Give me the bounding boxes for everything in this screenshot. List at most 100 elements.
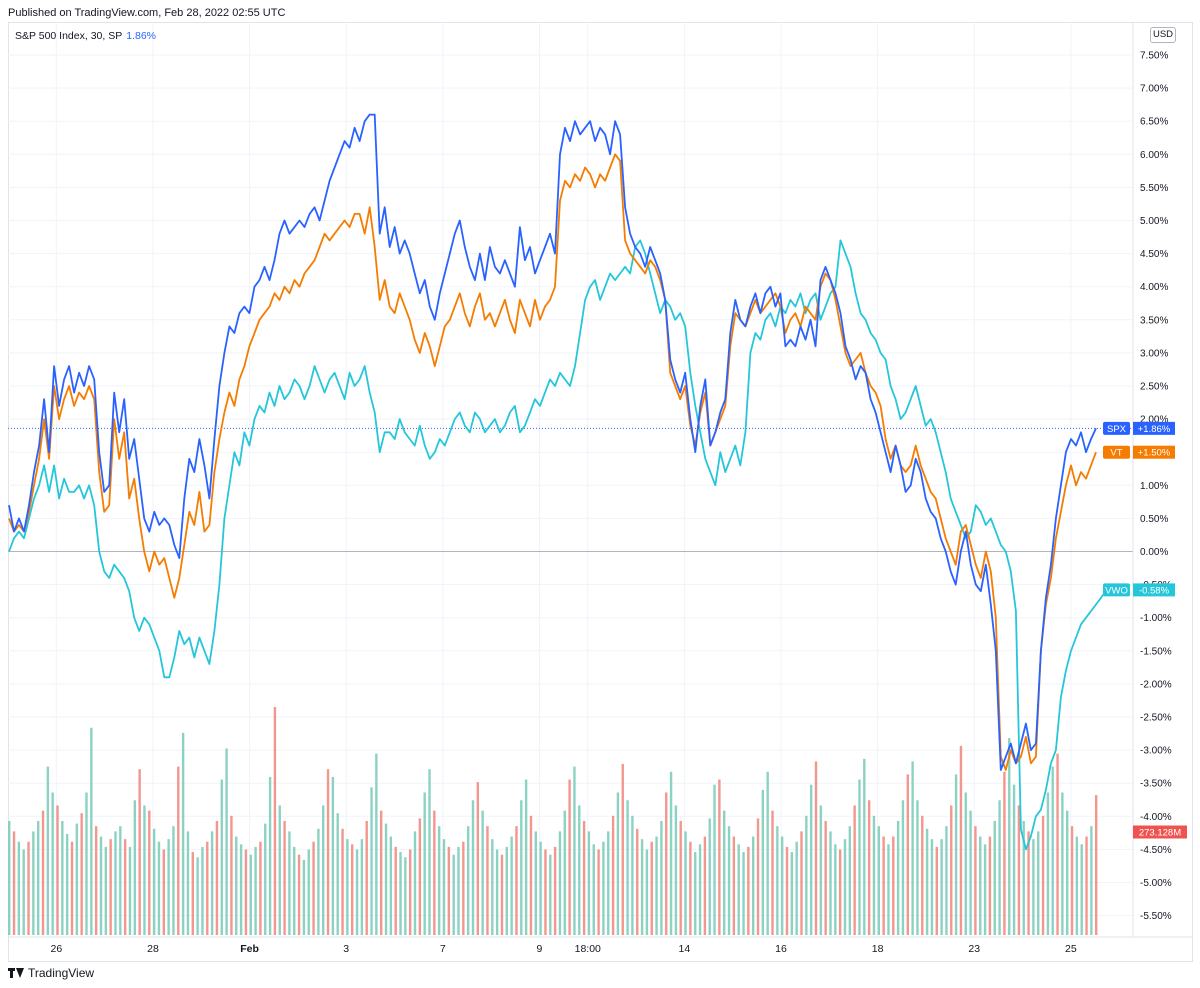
y-tick-label: 4.00% [1140, 282, 1168, 293]
y-tick-label: 0.50% [1140, 514, 1168, 525]
volume-bar [916, 800, 919, 935]
series-name-badge [1103, 421, 1130, 435]
y-axis-ticks: 7.50% 7.00% 6.50% 6.00% 5.50% 5.00% 4.50% 4.00%… [1140, 51, 1172, 923]
volume-bar [592, 844, 595, 935]
volume-bar [1017, 805, 1021, 935]
volume-bar [379, 810, 383, 935]
currency-button[interactable]: USD [1150, 27, 1176, 43]
tradingview-brand[interactable]: TradingView [8, 966, 94, 980]
volume-bar [911, 761, 914, 935]
volume-bar [756, 818, 760, 935]
volume-bar [152, 828, 156, 935]
volume-bar [433, 810, 436, 935]
volume-bar [486, 826, 489, 935]
volume-bar [718, 779, 721, 935]
volume-bar [355, 849, 359, 935]
volume-bar [626, 800, 629, 935]
volume-bar [607, 831, 610, 935]
volume-bar [1066, 810, 1069, 935]
y-tick-label: -3.00% [1140, 746, 1172, 757]
volume-bar [495, 849, 499, 935]
volume-bar [317, 828, 320, 935]
volume-bar [351, 844, 354, 935]
tradingview-logo-icon [8, 968, 24, 978]
volume-bar [515, 826, 518, 935]
volume-bar [428, 769, 431, 935]
volume-bar [46, 766, 50, 935]
volume-bar [698, 844, 702, 935]
volume-bar [669, 771, 673, 935]
volume-bar [969, 810, 972, 935]
volume-bar [384, 823, 388, 935]
x-tick-label: 9 [537, 943, 543, 955]
volume-bar [988, 836, 992, 935]
volume-bar [41, 810, 45, 935]
volume-bar [587, 831, 591, 935]
volume-bar [636, 828, 639, 935]
volume-bar [437, 826, 441, 935]
y-tick-label: 7.50% [1140, 51, 1168, 62]
volume-bar [254, 846, 257, 935]
volume-bar [1061, 792, 1064, 935]
volume-bar [935, 846, 938, 935]
volume-bar [418, 818, 422, 935]
volume-bar [645, 849, 649, 935]
y-tick-label: 3.50% [1140, 315, 1168, 326]
volume-bar [1032, 839, 1035, 935]
volume-bar [452, 854, 455, 935]
y-tick-label: -2.50% [1140, 713, 1172, 724]
volume-bar [505, 846, 509, 935]
series-lines [8, 113, 1117, 851]
volume-bar [1012, 784, 1016, 935]
series-value-badge [1133, 421, 1175, 435]
volume-bar [872, 815, 876, 935]
volume-bar [1051, 766, 1054, 935]
volume-bar [1003, 771, 1006, 935]
volume-bar [950, 805, 953, 935]
volume-bar [921, 815, 924, 935]
volume-bar [925, 828, 929, 935]
volume-bar [56, 805, 59, 935]
symbol-legend[interactable]: S&P 500 Index, 30, SP 1.86% [15, 30, 156, 42]
volume-bar [1041, 815, 1045, 935]
volume-bar [128, 846, 132, 935]
volume-bar [1022, 821, 1025, 935]
series-name-label: VWO [1105, 585, 1128, 596]
volume-bar [578, 805, 581, 935]
y-tick-label: 1.00% [1140, 481, 1168, 492]
series-value-label: +1.86% [1138, 424, 1171, 435]
volume-bar [259, 841, 262, 935]
volume-bar [109, 839, 112, 935]
volume-bar [27, 841, 30, 935]
volume-bar [1080, 844, 1083, 935]
volume-bar [776, 826, 779, 935]
x-tick-label: 16 [775, 943, 787, 955]
volume-bar [694, 852, 697, 935]
volume-bar [974, 826, 977, 935]
volume-bar [471, 800, 475, 935]
volume-bar [858, 779, 861, 935]
volume-bar [17, 841, 21, 935]
y-tick-label: -3.50% [1140, 779, 1172, 790]
volume-bar [790, 852, 794, 935]
volume-bar [780, 836, 784, 935]
volume-bar [747, 846, 750, 935]
chart-frame[interactable] [8, 22, 1193, 962]
volume-bar [510, 836, 513, 935]
volume-bar [896, 821, 900, 935]
volume-bar [751, 836, 755, 935]
volume-bar [264, 823, 267, 935]
volume-bar [312, 841, 315, 935]
volume-bar [12, 831, 16, 935]
volume-bar [684, 831, 687, 935]
x-tick-label: 26 [51, 943, 63, 955]
volume-bar [181, 732, 185, 935]
y-tick-label: 5.50% [1140, 183, 1168, 194]
volume-bar [90, 727, 93, 935]
volume-bar [689, 841, 692, 935]
volume-bar [805, 815, 808, 935]
y-tick-label: 2.50% [1140, 382, 1168, 393]
y-tick-label: 6.00% [1140, 150, 1168, 161]
volume-bar [307, 849, 310, 935]
